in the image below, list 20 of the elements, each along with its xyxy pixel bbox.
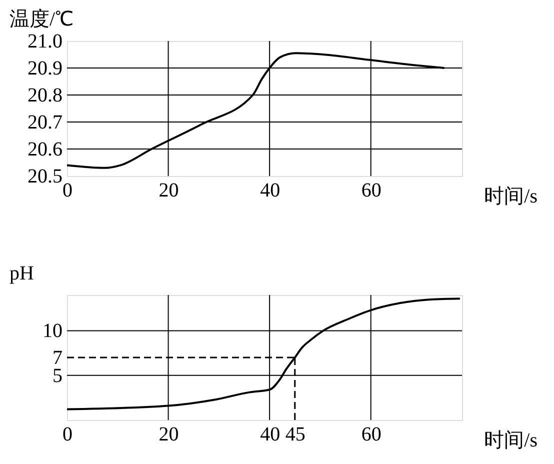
x-tick-label: 0 [62,424,72,446]
x-tick-label: 20 [158,180,179,202]
x-axis-title: 时间/s [484,430,538,452]
x-tick-label: 45 [285,424,306,446]
y-tick-label: 21.0 [28,30,62,52]
y-tick-label: 20.9 [28,58,62,80]
y-tick-label: 20.7 [28,112,62,134]
x-tick-label: 0 [62,180,72,202]
y-axis-title: pH [10,262,34,284]
x-tick-label: 20 [158,424,179,446]
x-tick-label: 40 [260,424,280,446]
y-axis-title: 温度/℃ [10,8,74,30]
y-tick-label: 10 [42,320,62,342]
y-tick-label: 20.5 [28,166,62,188]
y-tick-label: 20.6 [28,138,62,160]
x-tick-label: 60 [361,180,382,202]
x-tick-label: 40 [260,180,280,202]
x-axis-title: 时间/s [484,186,538,208]
y-tick-label: 20.8 [28,84,62,106]
x-tick-label: 60 [361,424,382,446]
